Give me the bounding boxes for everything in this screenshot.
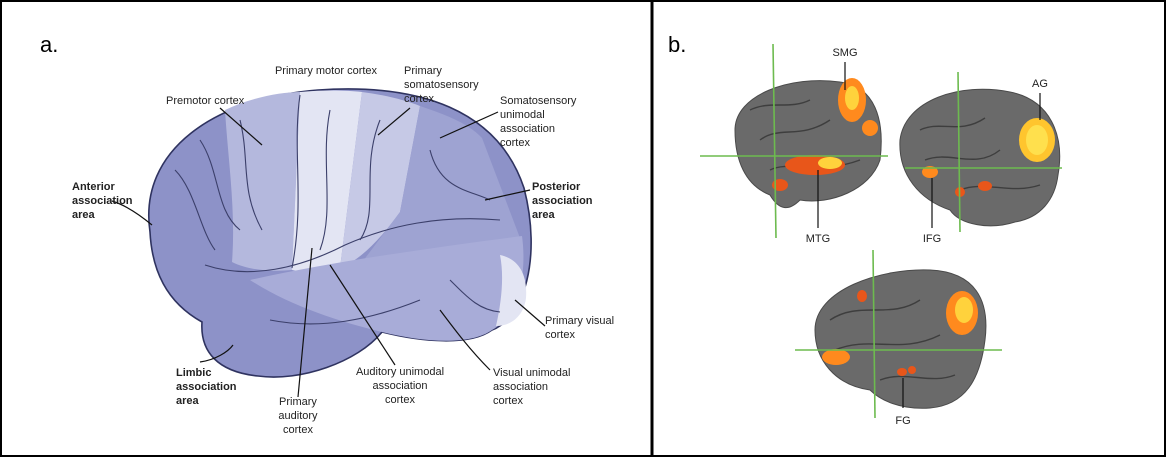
region-label: IFG (923, 233, 941, 245)
region-label: association (72, 195, 133, 207)
region-label: FG (895, 415, 910, 427)
lateral-brain-diagram (149, 89, 531, 377)
region-label: MTG (806, 233, 830, 245)
region-label: Primary visual (545, 315, 614, 327)
region-label: cortex (545, 329, 575, 341)
region-label: Limbic (176, 367, 211, 379)
region-label: Auditory unimodal (356, 366, 444, 378)
region-label: association (372, 380, 427, 392)
region-label: Anterior (72, 181, 116, 193)
region-label: area (532, 209, 556, 221)
region-label: cortex (283, 424, 313, 436)
region-label: Primary (279, 396, 317, 408)
region-label: association (493, 381, 548, 393)
region-label: AG (1032, 78, 1048, 90)
region-label: Somatosensory (500, 95, 577, 107)
region-label: somatosensory (404, 79, 479, 91)
region-label: cortex (493, 395, 523, 407)
region-label: cortex (385, 394, 415, 406)
panel-label: a. (40, 32, 58, 57)
region-label: cortex (404, 93, 434, 105)
region-label: SMG (832, 47, 857, 59)
panel-label: b. (668, 32, 686, 57)
region-label: association (500, 123, 555, 135)
region-label: unimodal (500, 109, 545, 121)
region-label: auditory (278, 410, 318, 422)
region-label: Primary (404, 65, 442, 77)
region-label: association (176, 381, 237, 393)
region-label: association (532, 195, 593, 207)
figure: a. b. Primary motor cortex Primary somatos… (0, 0, 1166, 457)
region-label: Premotor cortex (166, 95, 245, 107)
region-label: area (176, 395, 200, 407)
region-label: Visual unimodal (493, 367, 570, 379)
region-label: area (72, 209, 96, 221)
region-label: Primary motor cortex (275, 65, 378, 77)
region-label: Posterior (532, 181, 581, 193)
region-label: cortex (500, 137, 530, 149)
